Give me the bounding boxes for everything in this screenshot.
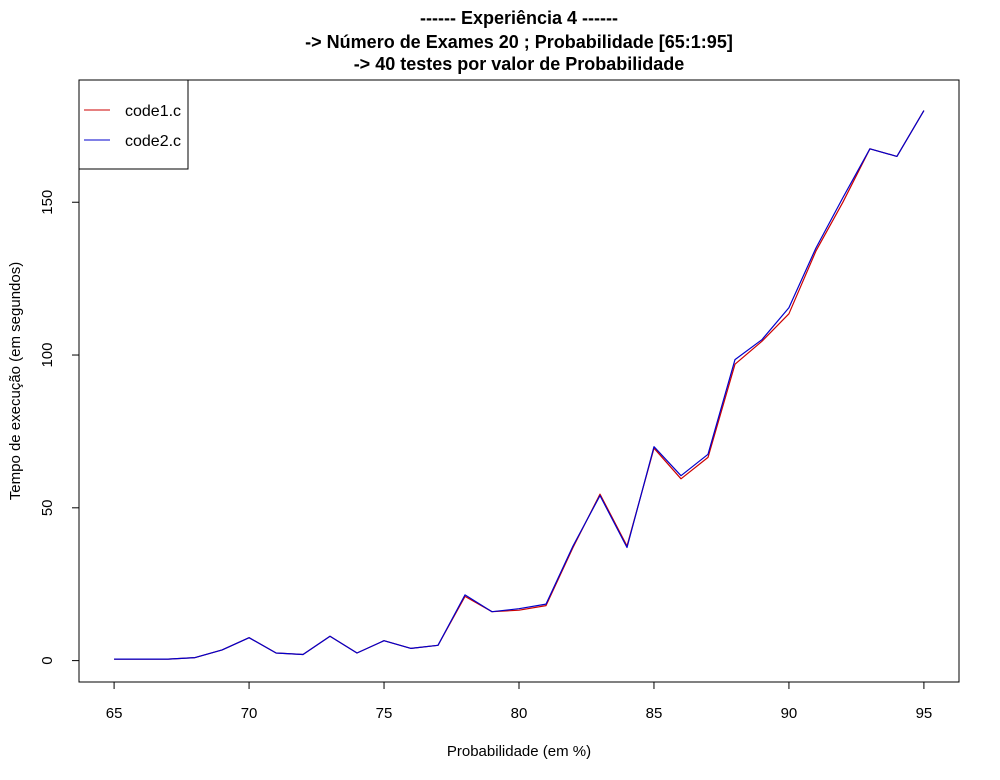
y-tick-label-50: 50 (39, 499, 56, 516)
y-tick-label-0: 0 (39, 656, 56, 664)
x-tick-label-70: 70 (241, 705, 258, 722)
series-lines (114, 110, 925, 660)
chart-title-line-1: ------ Experiência 4 ------ (420, 8, 618, 28)
chart-title-line-3: -> 40 testes por valor de Probabilidade (354, 54, 685, 74)
x-tick-label-90: 90 (781, 705, 798, 722)
y-axis-label: Tempo de execução (em segundos) (7, 262, 24, 500)
x-tick-label-75: 75 (376, 705, 393, 722)
series-line-code2-c (114, 110, 925, 660)
legend-box (78, 79, 189, 170)
x-tick-label-95: 95 (916, 705, 933, 722)
x-tick-label-65: 65 (106, 705, 123, 722)
legend: code1.c code2.c (78, 79, 189, 170)
plot-area-frame (78, 79, 960, 683)
y-tick-label-150: 150 (39, 190, 56, 215)
legend-label-code2: code2.c (125, 133, 181, 150)
legend-label-code1: code1.c (125, 103, 181, 120)
y-tick-label-100: 100 (39, 343, 56, 368)
x-axis-label: Probabilidade (em %) (447, 743, 591, 760)
x-axis: 65 70 75 80 85 90 95 (106, 681, 933, 722)
y-axis: 0 50 100 150 (39, 190, 80, 665)
x-tick-label-85: 85 (646, 705, 663, 722)
chart-title-line-2: -> Número de Exames 20 ; Probabilidade [… (305, 32, 733, 52)
series-line-code1-c (114, 110, 925, 660)
x-tick-label-80: 80 (511, 705, 528, 722)
